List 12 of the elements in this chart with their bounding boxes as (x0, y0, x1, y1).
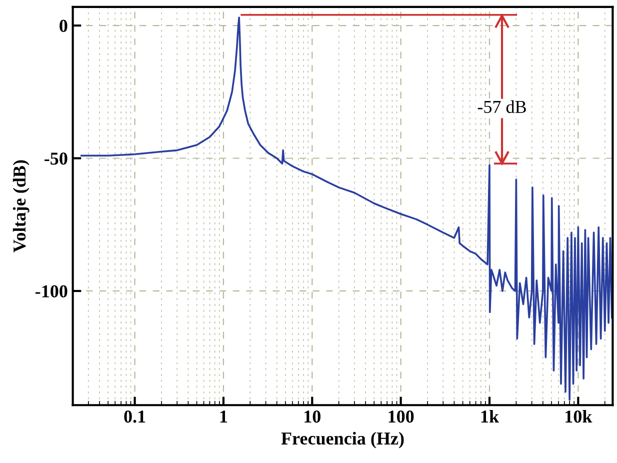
y-tick-label: 0 (60, 20, 68, 32)
x-tick-label: 10 (304, 410, 320, 423)
x-axis-title: Frecuencia (Hz) (281, 432, 404, 448)
x-tick-label: 0.1 (124, 410, 146, 423)
y-axis-title: Voltaje (dB) (12, 160, 30, 252)
y-tick-label: -100 (36, 285, 68, 298)
x-tick-label: 100 (388, 410, 414, 423)
annotation: -57 dB (478, 100, 526, 113)
y-tick-label: -50 (44, 152, 68, 165)
x-tick-label: 10k (566, 410, 592, 423)
x-tick-label: 1 (220, 410, 228, 423)
x-tick-label: 1k (481, 410, 500, 423)
